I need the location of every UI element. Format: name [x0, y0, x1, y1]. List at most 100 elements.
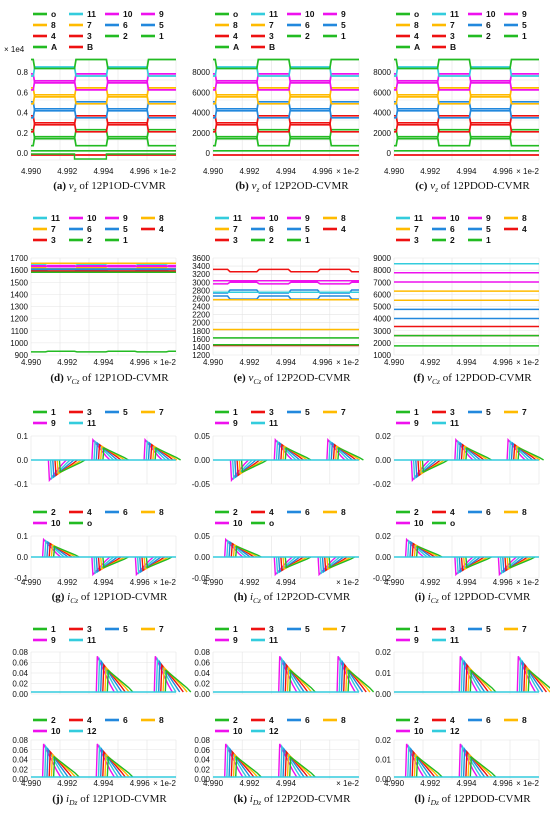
series-line-6 — [213, 100, 359, 112]
legend-label: 1 — [341, 31, 346, 41]
x-unit-label: × 1e-2 — [153, 358, 176, 367]
x-tick-label: 4.990 — [203, 578, 224, 587]
y-tick-label: 0.04 — [12, 669, 28, 678]
series-line-10 — [213, 73, 359, 84]
series-group — [394, 58, 539, 156]
legend-label: 4 — [51, 31, 56, 41]
legend-label: 7 — [269, 20, 274, 30]
y-tick-label: 7000 — [373, 278, 391, 287]
y-tick-label: 0.00 — [375, 690, 391, 699]
series-pulse-3 — [523, 663, 547, 693]
x-axis: 4.990 4.992 4.994 × 1e-2 — [203, 578, 360, 587]
y-tick-label: 1000 — [10, 339, 28, 348]
legend-label: 1 — [159, 31, 164, 41]
legend-label: 10 — [414, 518, 424, 528]
legend: o 11 10 9 8 7 6 5 4 3 2 1 A B — [33, 9, 164, 52]
legend-label: 3 — [450, 407, 455, 417]
y-tick-label: 5000 — [373, 303, 391, 312]
legend-label: 3 — [87, 31, 92, 41]
x-tick-label: 4.994 — [276, 167, 297, 176]
series-pulse-1 — [106, 755, 134, 778]
legend-label: 5 — [159, 20, 164, 30]
series-line-10 — [213, 281, 359, 285]
series-group — [394, 743, 539, 778]
series-pulse-5 — [46, 747, 69, 778]
series-line-4 — [213, 114, 359, 126]
legend-label: 11 — [269, 635, 278, 645]
series-line-1 — [31, 135, 176, 147]
series-pulse-5 — [409, 747, 432, 778]
series-line-11 — [31, 66, 176, 77]
x-tick-label: 4.990 — [384, 167, 405, 176]
series-pulse-5 — [510, 441, 533, 461]
legend-label: 9 — [341, 9, 346, 19]
y-tick-label: 8000 — [373, 68, 391, 77]
legend-label: 10 — [51, 518, 61, 528]
caption: (g) iCz of 12P1OD-CVMR — [52, 591, 168, 605]
x-tick-label: 4.992 — [239, 779, 260, 788]
legend: 2 4 6 8 10 o — [396, 507, 527, 528]
x-axis: 4.990 4.992 4.994 × 1e-2 — [203, 779, 360, 788]
y-tick-label: 1500 — [10, 278, 28, 287]
legend-label: 9 — [233, 418, 238, 428]
y-tick-label: 0.02 — [375, 736, 391, 745]
y-tick-label: 0.00 — [194, 775, 210, 784]
caption: (f) vCz of 12PDOD-CVMR — [413, 372, 532, 386]
y-axis: 0.02 0.00 -0.02 — [373, 432, 392, 489]
legend-label: 7 — [450, 20, 455, 30]
series-line-o — [394, 58, 539, 70]
legend-label: 7 — [522, 407, 527, 417]
y-axis: 1700 1600 1500 1400 1300 1200 1100 1000 900 — [10, 254, 28, 360]
series-pulse-11 — [280, 744, 301, 778]
series-line-8 — [213, 87, 359, 98]
y-axis: 0.08 0.060.04 0.020.00 — [12, 648, 28, 699]
series-pulse-1 — [52, 755, 80, 778]
gridlines — [393, 59, 540, 161]
y-tick-label: 6000 — [192, 88, 210, 97]
x-tick-label: 4.990 — [21, 779, 42, 788]
legend-label: 8 — [522, 715, 527, 725]
caption: (k) iDz of 12P2OD-CVMR — [234, 793, 352, 807]
legend-label: 8 — [159, 715, 164, 725]
y-tick-label: 0.0 — [17, 456, 29, 465]
series-pulse-11 — [226, 744, 247, 778]
legend-label: 2 — [51, 715, 56, 725]
y-tick-label: 0 — [206, 149, 211, 158]
legend-label: 4 — [450, 507, 455, 517]
series-line-10 — [31, 73, 176, 84]
legend: 11 10 9 8 7 6 5 4 3 2 1 — [33, 213, 164, 245]
legend-label: 1 — [51, 624, 56, 634]
y-axis: 0.08 0.060.04 0.020.00 — [194, 648, 210, 699]
legend-label: 4 — [269, 715, 274, 725]
series-pulse-3 — [102, 750, 126, 778]
y-tick-label: 0 — [387, 149, 392, 158]
y-tick-label: 3600 — [192, 254, 210, 263]
x-unit-label: × 1e-2 — [336, 358, 359, 367]
series-pulse-11 — [508, 439, 530, 461]
legend-label: 11 — [51, 213, 60, 223]
legend-label: 1 — [522, 31, 527, 41]
y-tick-label: -0.1 — [14, 574, 28, 583]
x-tick-label: 4.996 — [493, 358, 514, 367]
series-pulse-1 — [517, 446, 544, 461]
series-line-5 — [394, 107, 539, 119]
series-line-1 — [394, 135, 539, 147]
series-line-11 — [213, 66, 359, 77]
x-axis: 4.990 4.992 4.994 4.996 × 1e-2 — [384, 167, 540, 176]
y-tick-label: -0.02 — [373, 480, 392, 489]
y-tick-label: 0.8 — [17, 68, 29, 77]
y-tick-label: 0.0 — [17, 149, 29, 158]
x-tick-label: 4.992 — [420, 578, 441, 587]
series-pulse-5 — [458, 556, 481, 574]
series-group — [213, 58, 359, 156]
series-pulse-11 — [499, 556, 521, 575]
x-tick-label: 4.994 — [93, 578, 114, 587]
x-tick-label: 4.992 — [239, 167, 260, 176]
legend-label: 2 — [414, 715, 419, 725]
legend-label: 1 — [123, 235, 128, 245]
series-pulse-1 — [102, 446, 129, 461]
series-line-3 — [394, 121, 539, 133]
series-pulse-11 — [412, 459, 434, 481]
y-tick-label: 0.2 — [17, 129, 29, 138]
legend-label: 2 — [233, 507, 238, 517]
